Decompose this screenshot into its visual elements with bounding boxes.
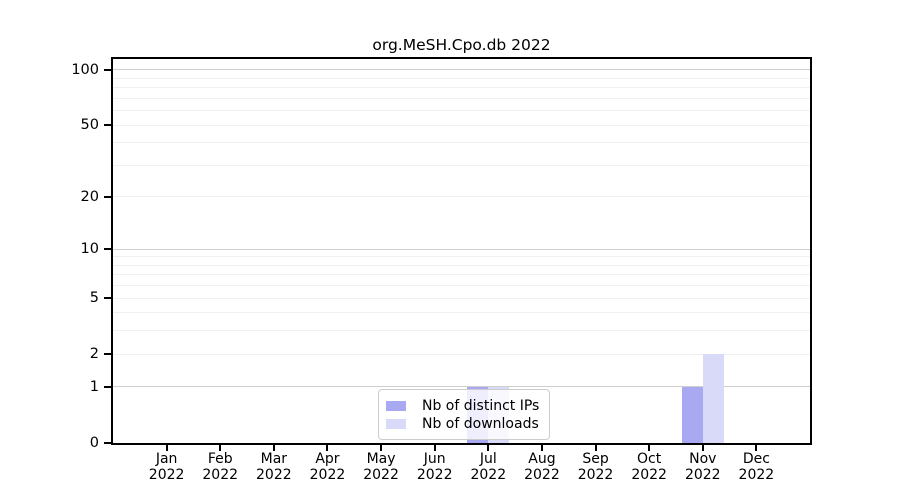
x-axis-year-label: 2022 bbox=[416, 467, 453, 483]
x-axis-tick bbox=[326, 445, 329, 451]
x-axis-tick-label: Oct 2022 bbox=[619, 451, 679, 483]
y-axis-tick bbox=[104, 195, 111, 198]
legend-label-distinct-ips: Nb of distinct IPs bbox=[422, 397, 540, 414]
x-axis-year-label: 2022 bbox=[363, 467, 399, 483]
x-axis-tick-label: Aug 2022 bbox=[512, 451, 572, 483]
minor-gridline bbox=[113, 124, 810, 126]
y-axis-tick-label: 0 bbox=[89, 435, 99, 451]
x-axis-tick bbox=[272, 445, 275, 451]
x-axis-tick-label: Jan 2022 bbox=[137, 451, 197, 483]
x-axis-tick-label: Sep 2022 bbox=[566, 451, 626, 483]
x-axis-tick-label: Dec 2022 bbox=[726, 451, 786, 483]
y-axis-tick bbox=[104, 297, 111, 300]
x-axis-tick-label: Apr 2022 bbox=[297, 451, 357, 483]
x-axis-year-label: 2022 bbox=[309, 467, 346, 483]
y-axis-tick-label: 1 bbox=[89, 378, 99, 395]
y-axis-tick-label: 20 bbox=[80, 188, 99, 205]
minor-gridline bbox=[113, 297, 810, 299]
x-axis-tick bbox=[540, 445, 543, 451]
x-axis-year-label: 2022 bbox=[524, 467, 560, 483]
major-gridline bbox=[113, 386, 810, 388]
legend-item-distinct-ips: Nb of distinct IPs bbox=[386, 397, 539, 414]
x-axis-year-label: 2022 bbox=[470, 467, 507, 483]
y-axis-tick-label: 100 bbox=[71, 61, 99, 78]
plot-area: 0 1 2 5 10 20 50 100 Jan 2022 Feb 2022 Mar 2022 Apr 202… bbox=[71, 57, 812, 483]
x-axis-tick bbox=[219, 445, 222, 451]
y-axis-tick-label: 2 bbox=[89, 346, 99, 363]
y-axis-tick bbox=[104, 353, 111, 356]
legend-label-downloads: Nb of downloads bbox=[422, 415, 539, 432]
minor-gridline bbox=[113, 164, 810, 166]
y-axis-tick-label: 10 bbox=[80, 241, 99, 258]
y-axis-tick-label: 5 bbox=[89, 290, 99, 307]
minor-gridline bbox=[113, 77, 810, 79]
bar-downloads bbox=[702, 354, 724, 443]
minor-gridline bbox=[113, 110, 810, 112]
x-axis-year-label: 2022 bbox=[738, 467, 775, 483]
x-axis-year-label: 2022 bbox=[631, 467, 667, 483]
x-axis-tick bbox=[755, 445, 758, 451]
bar-distinct-ips bbox=[681, 386, 703, 443]
minor-gridline bbox=[113, 264, 810, 266]
minor-gridline bbox=[113, 142, 810, 144]
x-axis-year-label: 2022 bbox=[148, 467, 185, 483]
minor-gridline bbox=[113, 97, 810, 99]
x-axis-tick-label: Nov 2022 bbox=[673, 451, 733, 483]
major-gridline bbox=[113, 69, 810, 71]
minor-gridline bbox=[113, 285, 810, 287]
x-axis-year-label: 2022 bbox=[684, 467, 721, 483]
x-axis-tick-label: Jun 2022 bbox=[405, 451, 465, 483]
y-axis-tick bbox=[104, 385, 111, 388]
minor-gridline bbox=[113, 312, 810, 314]
x-axis-tick-label: May 2022 bbox=[351, 451, 411, 483]
x-axis-tick bbox=[165, 445, 168, 451]
x-axis-year-label: 2022 bbox=[256, 467, 292, 483]
x-axis-tick bbox=[380, 445, 383, 451]
chart-title: org.MeSH.Cpo.db 2022 bbox=[372, 36, 551, 54]
y-axis-tick bbox=[104, 248, 111, 251]
y-axis-tick-label: 50 bbox=[80, 117, 99, 134]
x-axis-tick-label: Jul 2022 bbox=[458, 451, 518, 483]
legend-swatch-downloads-icon bbox=[386, 418, 406, 429]
y-axis-tick bbox=[104, 124, 111, 127]
minor-gridline bbox=[113, 196, 810, 198]
x-axis-tick bbox=[701, 445, 704, 451]
legend: Nb of distinct IPs Nb of downloads bbox=[378, 389, 551, 440]
x-axis-tick bbox=[487, 445, 490, 451]
minor-gridline bbox=[113, 353, 810, 355]
y-axis-tick bbox=[104, 442, 111, 444]
minor-gridline bbox=[113, 87, 810, 89]
legend-swatch-distinct-ips-icon bbox=[386, 400, 406, 411]
major-gridline bbox=[113, 248, 810, 250]
minor-gridline bbox=[113, 330, 810, 332]
x-axis-year-label: 2022 bbox=[577, 467, 614, 483]
x-axis-tick-label: Feb 2022 bbox=[190, 451, 250, 483]
legend-item-downloads: Nb of downloads bbox=[386, 415, 539, 432]
x-axis-tick-label: Mar 2022 bbox=[244, 451, 304, 483]
minor-gridline bbox=[113, 274, 810, 276]
y-axis-tick bbox=[104, 68, 111, 71]
x-axis-tick bbox=[433, 445, 436, 451]
x-axis-year-label: 2022 bbox=[202, 467, 239, 483]
x-axis-tick bbox=[648, 445, 651, 451]
x-axis-tick bbox=[594, 445, 597, 451]
minor-gridline bbox=[113, 256, 810, 258]
